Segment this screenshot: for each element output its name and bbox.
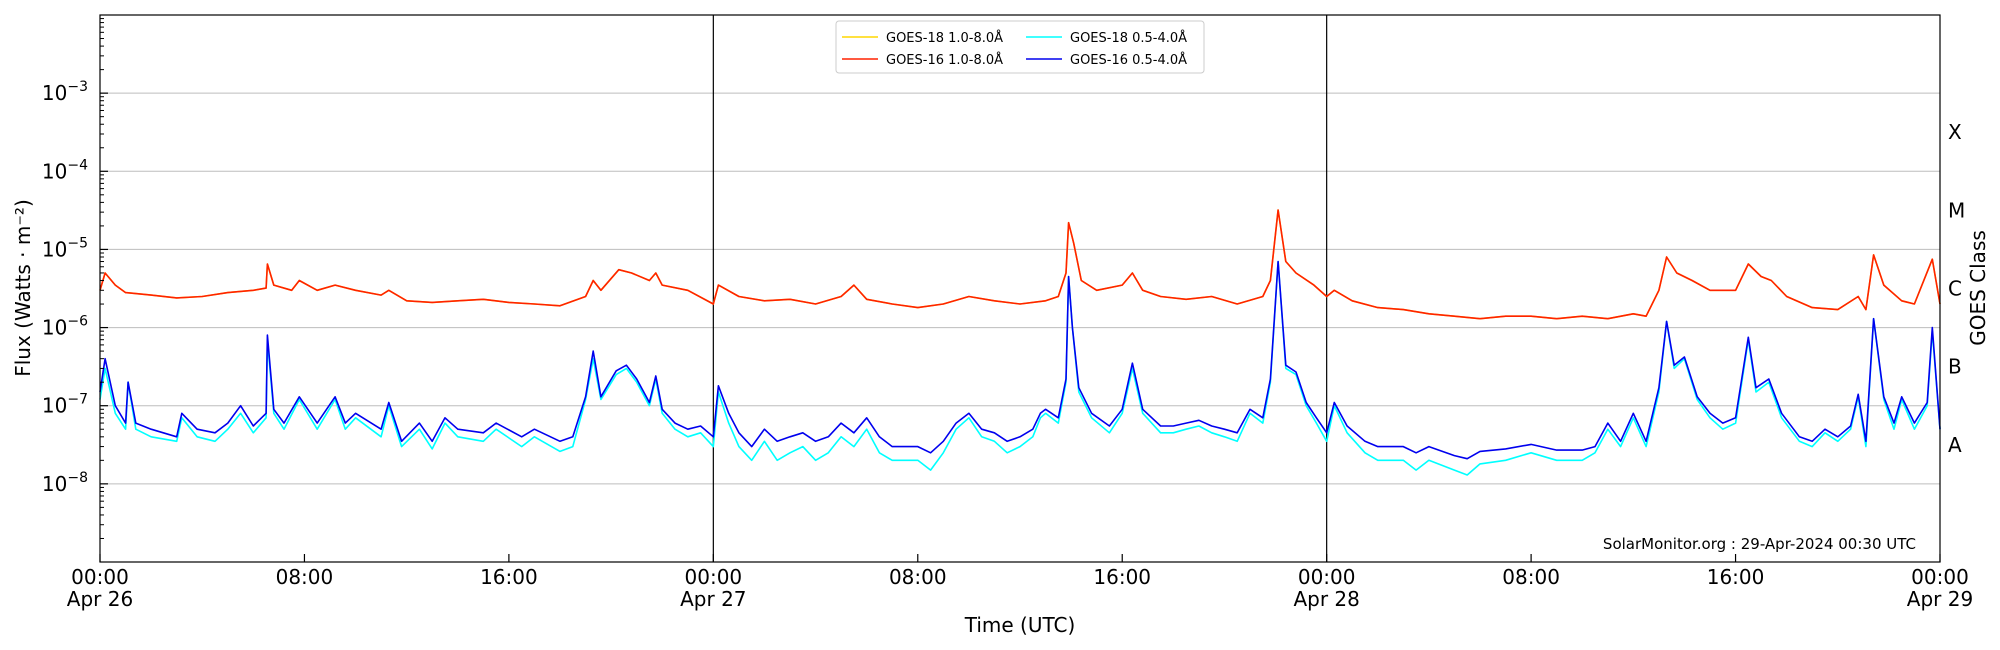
x-tick-date-3: Apr 27 xyxy=(680,587,746,611)
y-axis-ticks: 10−8 10−7 10−6 10−5 10−4 10−3 xyxy=(42,18,108,539)
plot-frame xyxy=(99,14,1941,563)
y-tick-label-2: 10−6 xyxy=(42,314,88,340)
x-tick-time-9: 00:00 xyxy=(1911,565,1969,589)
y-tick-label-0: 10−8 xyxy=(42,470,88,496)
y-tick-label-5: 10−3 xyxy=(42,79,88,105)
y-tick-label-3: 10−5 xyxy=(42,235,88,261)
series-layer xyxy=(99,209,1941,476)
x-tick-time-3: 00:00 xyxy=(685,565,743,589)
x-tick-time-7: 08:00 xyxy=(1502,565,1560,589)
x-tick-time-0: 00:00 xyxy=(71,565,129,589)
x-tick-time-8: 16:00 xyxy=(1707,565,1765,589)
legend-label-0: GOES-18 1.0-8.0Å xyxy=(886,30,1003,46)
legend-label-1: GOES-18 0.5-4.0Å xyxy=(1070,30,1187,46)
x-axis-title: Time (UTC) xyxy=(964,613,1076,637)
goes-class-label-c: C xyxy=(1948,277,1962,301)
x-tick-time-2: 16:00 xyxy=(480,565,538,589)
x-tick-time-6: 00:00 xyxy=(1298,565,1356,589)
y-tick-label-4: 10−4 xyxy=(42,157,88,183)
day-dividers xyxy=(712,15,1328,562)
legend-box xyxy=(835,20,1205,74)
credit-text: SolarMonitor.org : 29-Apr-2024 00:30 UTC xyxy=(1603,535,1916,553)
legend-label-2: GOES-16 1.0-8.0Å xyxy=(886,52,1003,68)
x-tick-date-9: Apr 29 xyxy=(1907,587,1973,611)
legend: GOES-18 1.0-8.0Å GOES-18 0.5-4.0Å GOES-16 … xyxy=(835,20,1205,74)
right-axis-title: GOES Class xyxy=(1966,230,1990,346)
series-line-1 xyxy=(99,260,1941,460)
goes-class-label-b: B xyxy=(1948,355,1962,379)
goes-class-label-m: M xyxy=(1948,198,1965,222)
x-tick-time-4: 08:00 xyxy=(889,565,947,589)
goes-class-label-a: A xyxy=(1948,433,1962,457)
y-tick-label-1: 10−7 xyxy=(42,392,88,418)
goes-class-label-x: X xyxy=(1948,120,1962,144)
x-tick-date-0: Apr 26 xyxy=(67,587,133,611)
goes-class-labels: A B C M X xyxy=(1948,120,1965,457)
grid-layer xyxy=(100,92,1940,485)
x-tick-date-6: Apr 28 xyxy=(1293,587,1359,611)
series-line-3 xyxy=(99,209,1941,320)
legend-label-3: GOES-16 0.5-4.0Å xyxy=(1070,52,1187,68)
x-tick-time-5: 16:00 xyxy=(1093,565,1151,589)
y-axis-title: Flux (Watts · m⁻²) xyxy=(11,199,35,377)
x-tick-time-1: 08:00 xyxy=(276,565,334,589)
